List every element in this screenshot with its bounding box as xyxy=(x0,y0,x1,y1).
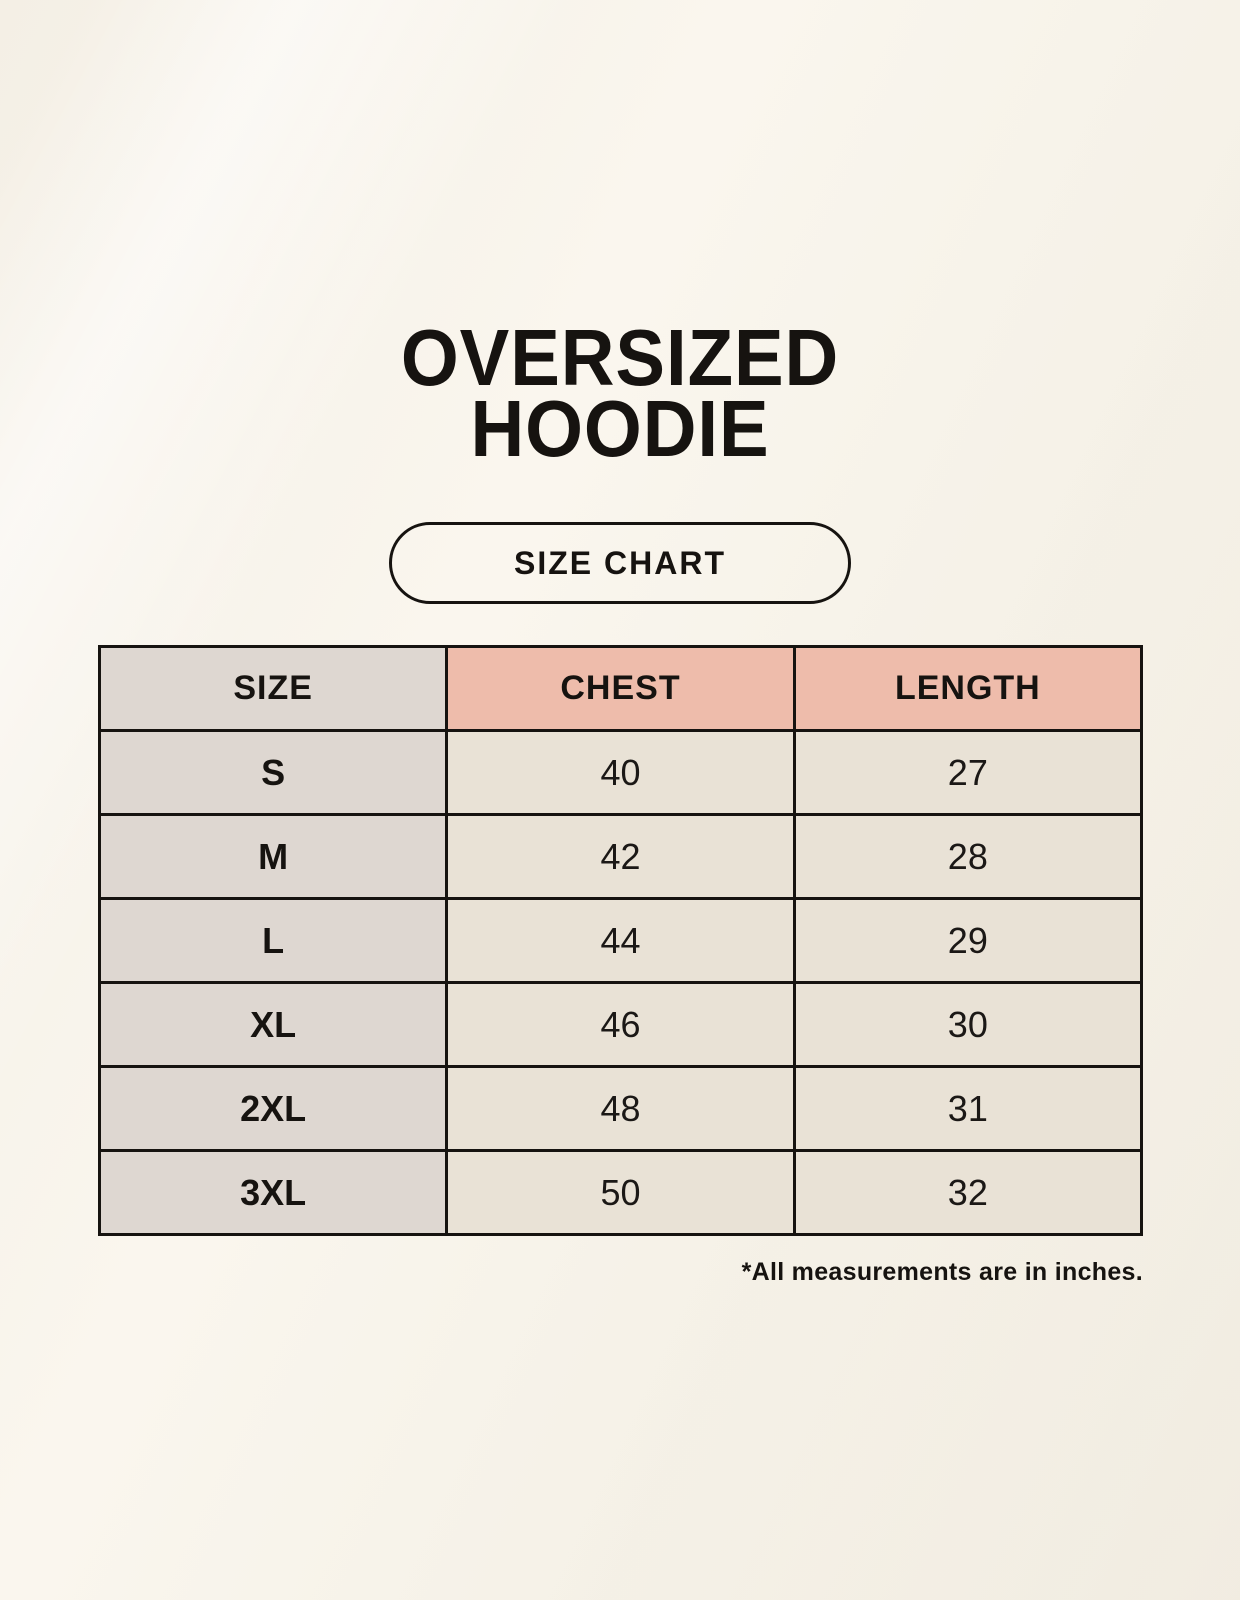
table-row: 3XL 50 32 xyxy=(97,1149,1144,1236)
size-chart-button-label: SIZE CHART xyxy=(514,544,726,581)
length-cell: 29 xyxy=(792,897,1144,984)
chest-cell: 46 xyxy=(445,981,796,1068)
length-cell: 31 xyxy=(792,1065,1144,1152)
column-header-chest: CHEST xyxy=(445,645,796,732)
chest-cell: 48 xyxy=(445,1065,796,1152)
footnote: *All measurements are in inches. xyxy=(741,1258,1143,1286)
table-row: L 44 29 xyxy=(97,897,1144,984)
chest-cell: 44 xyxy=(445,897,796,984)
length-cell: 27 xyxy=(792,729,1144,816)
page-title: OVERSIZED HOODIE xyxy=(43,313,1196,473)
size-cell: XL xyxy=(97,981,449,1068)
chest-cell: 42 xyxy=(445,813,796,900)
size-chart-button[interactable]: SIZE CHART xyxy=(389,522,851,604)
length-cell: 28 xyxy=(792,813,1144,900)
chest-cell: 50 xyxy=(445,1149,796,1236)
length-cell: 30 xyxy=(792,981,1144,1068)
page-title-line-1: OVERSIZED xyxy=(400,313,840,402)
table-row: M 42 28 xyxy=(97,813,1144,900)
length-cell: 32 xyxy=(792,1149,1144,1236)
table-header-row: SIZE CHEST LENGTH xyxy=(97,645,1144,732)
table-row: 2XL 48 31 xyxy=(97,1065,1144,1152)
size-cell: 3XL xyxy=(97,1149,449,1236)
size-cell: L xyxy=(97,897,449,984)
size-cell: 2XL xyxy=(97,1065,449,1152)
table-row: XL 46 30 xyxy=(97,981,1144,1068)
table-row: S 40 27 xyxy=(97,729,1144,816)
size-chart-table: SIZE CHEST LENGTH S 40 27 M 42 28 L 44 2… xyxy=(97,645,1144,1236)
chest-cell: 40 xyxy=(445,729,796,816)
size-cell: S xyxy=(97,729,449,816)
column-header-size: SIZE xyxy=(97,645,449,732)
page-title-line-2: HOODIE xyxy=(470,384,770,473)
column-header-length: LENGTH xyxy=(792,645,1144,732)
size-cell: M xyxy=(97,813,449,900)
